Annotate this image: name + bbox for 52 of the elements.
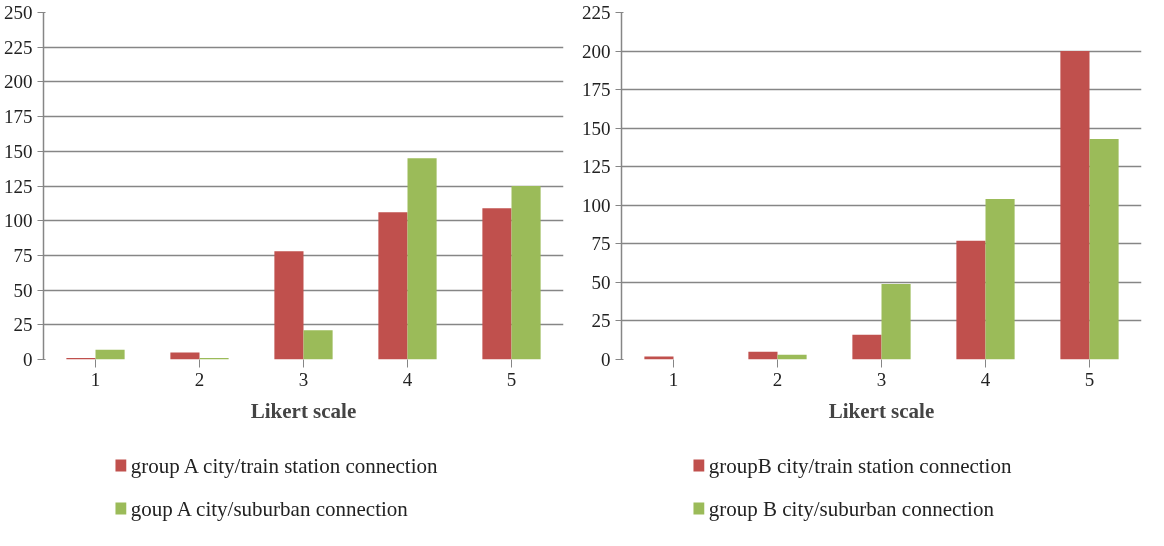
y-tick-label: 125 bbox=[4, 175, 33, 197]
legend-label: group A city/train station connection bbox=[130, 453, 439, 478]
bar bbox=[378, 212, 408, 360]
x-axis-title: Likert scale bbox=[828, 398, 935, 423]
y-tick-label: 100 bbox=[4, 210, 33, 232]
bar bbox=[482, 208, 512, 360]
y-tick-label: 75 bbox=[13, 244, 33, 266]
y-tick-label: 75 bbox=[591, 233, 611, 255]
legend-label: goup A city/suburban connection bbox=[130, 496, 409, 521]
x-tick-label: 3 bbox=[876, 368, 887, 390]
y-tick-label: 150 bbox=[582, 117, 611, 139]
y-tick-label: 200 bbox=[582, 40, 611, 62]
bar bbox=[95, 349, 125, 360]
y-tick-label: 125 bbox=[582, 156, 611, 178]
bar bbox=[1089, 138, 1119, 360]
y-tick-label: 50 bbox=[13, 279, 33, 301]
y-tick-label: 250 bbox=[4, 2, 33, 23]
y-tick-label: 50 bbox=[591, 271, 611, 293]
bar bbox=[511, 186, 541, 360]
y-tick-label: 175 bbox=[4, 106, 33, 128]
bar bbox=[852, 334, 882, 360]
bar bbox=[644, 356, 674, 360]
x-tick-label: 1 bbox=[90, 368, 101, 390]
bar bbox=[1060, 51, 1090, 360]
y-tick-label: 25 bbox=[13, 314, 33, 336]
x-tick-label: 4 bbox=[980, 368, 991, 390]
x-tick-label: 3 bbox=[298, 368, 309, 390]
y-tick-label: 225 bbox=[4, 36, 33, 58]
y-tick-label: 150 bbox=[4, 140, 33, 162]
bar bbox=[407, 158, 437, 360]
bar bbox=[985, 199, 1015, 360]
x-tick-label: 5 bbox=[506, 368, 517, 390]
bar bbox=[303, 330, 333, 360]
x-tick-label: 4 bbox=[402, 368, 413, 390]
legend-label: groupB city/train station connection bbox=[708, 453, 1012, 478]
x-tick-label: 2 bbox=[194, 368, 205, 390]
y-tick-label: 200 bbox=[4, 71, 33, 93]
bar bbox=[748, 351, 778, 360]
legend-label: group B city/suburban connection bbox=[708, 496, 995, 521]
x-tick-label: 2 bbox=[772, 368, 783, 390]
bar bbox=[881, 283, 911, 360]
y-tick-label: 0 bbox=[23, 349, 33, 370]
y-tick-label: 0 bbox=[601, 349, 611, 370]
y-tick-label: 225 bbox=[582, 2, 611, 23]
x-tick-label: 5 bbox=[1084, 368, 1095, 390]
y-tick-label: 175 bbox=[582, 79, 611, 101]
y-tick-label: 25 bbox=[591, 310, 611, 332]
x-axis-title: Likert scale bbox=[250, 398, 357, 423]
bar bbox=[956, 240, 986, 360]
bar bbox=[274, 251, 304, 360]
x-tick-label: 1 bbox=[668, 368, 679, 390]
y-tick-label: 100 bbox=[582, 194, 611, 216]
